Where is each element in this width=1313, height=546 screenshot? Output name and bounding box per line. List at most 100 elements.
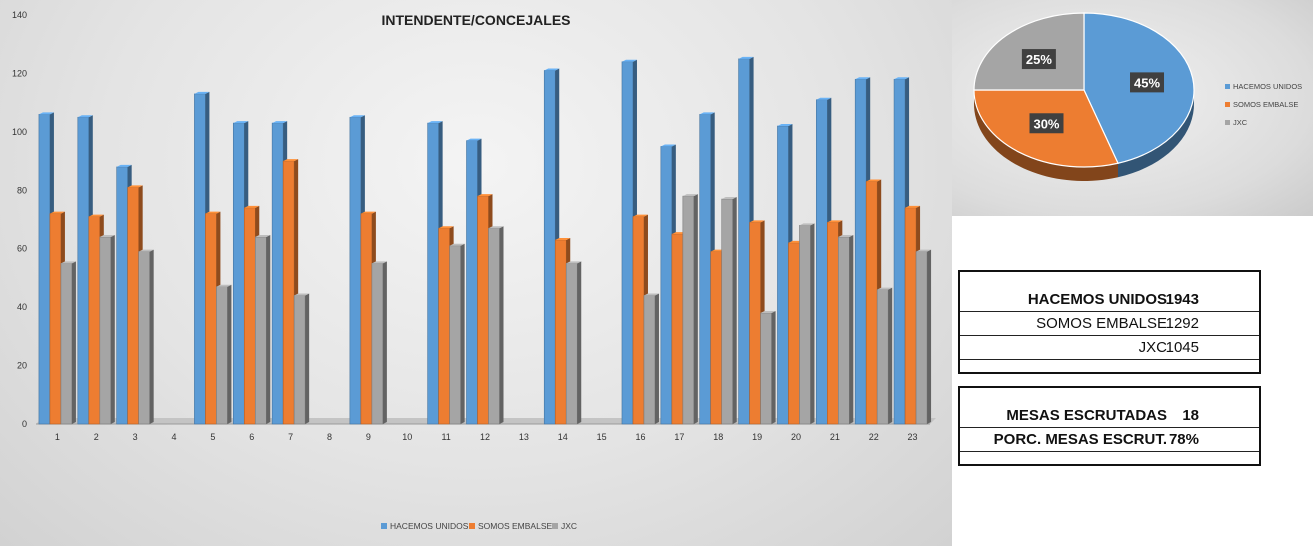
bar-chart-panel: 0 20 40 60 80 100 120 140 INTENDENTE/CONCEJALES 1… <box>0 0 952 546</box>
pie-legend-label: SOMOS EMBALSE <box>1233 100 1298 109</box>
mesas-escrutadas-row: MESAS ESCRUTADAS 18 <box>960 404 1259 428</box>
pie-legend-swatch <box>1225 84 1230 89</box>
x-tick-label: 11 <box>441 432 450 442</box>
x-tick-label: 17 <box>674 432 684 442</box>
totals-label: HACEMOS UNIDOS <box>1027 291 1167 308</box>
totals-label: SOMOS EMBALSE <box>1036 315 1167 332</box>
bar-side <box>771 310 776 424</box>
y-tick-label: 20 <box>17 361 27 371</box>
bar-top <box>438 226 454 229</box>
bar-front <box>38 114 51 425</box>
bar-front <box>565 263 578 425</box>
bar-jxc <box>838 235 854 425</box>
bar-jxc <box>293 293 310 425</box>
bar-front <box>293 295 306 425</box>
x-tick-label: 4 <box>172 432 177 442</box>
bar-front <box>427 122 439 425</box>
totals-row-somos: SOMOS EMBALSE 1292 <box>960 312 1259 336</box>
totals-value: 1943 <box>1165 291 1199 308</box>
pie-slice-side <box>1117 88 1194 178</box>
bar-front <box>488 227 500 425</box>
bar-front <box>827 222 839 425</box>
bar-top <box>49 211 65 214</box>
pie-label-bg <box>1029 113 1064 134</box>
bar-top <box>866 179 882 182</box>
bar-jxc <box>876 287 893 425</box>
bar-top <box>660 144 676 147</box>
bar-front <box>449 245 461 425</box>
bar-top <box>255 235 271 238</box>
bar-jxc <box>254 235 271 425</box>
bar-side <box>499 226 504 424</box>
bar-front <box>749 222 761 425</box>
bar-side <box>849 235 854 424</box>
totals-value: 1045 <box>1165 339 1199 356</box>
bar-front <box>671 233 684 425</box>
bar-front <box>466 140 478 425</box>
bar-side <box>927 249 932 424</box>
bar-front <box>682 195 695 425</box>
bar-top <box>621 59 637 62</box>
pie-value-label: 30% <box>1029 113 1064 134</box>
bar-top <box>566 261 582 264</box>
bar-front <box>194 93 206 425</box>
bar-top <box>632 214 648 217</box>
bar-side <box>110 235 115 424</box>
pie-legend-label: JXC <box>1233 118 1248 127</box>
bar-jxc <box>488 226 504 425</box>
bar-front <box>554 239 567 425</box>
bar-front <box>621 61 634 425</box>
bar-top <box>894 77 910 80</box>
bar-top <box>799 223 815 226</box>
legend-swatch <box>381 523 387 529</box>
bar-jxc <box>682 194 698 425</box>
pie-chart: 45% 30% 25% HACEMOS UNIDOS SOMOS EMBALSE JXC <box>973 12 1302 181</box>
x-tick-label: 13 <box>519 432 529 442</box>
bar-side <box>577 261 582 424</box>
bar-front <box>816 99 828 425</box>
legend-label: HACEMOS UNIDOS <box>390 521 469 531</box>
bar-top <box>427 121 443 124</box>
x-tick-label: 20 <box>791 432 801 442</box>
bar-top <box>544 68 560 71</box>
bar-top <box>916 249 932 252</box>
bar-top <box>88 214 104 217</box>
bar-front <box>438 227 450 425</box>
pie-legend-swatch <box>1225 102 1230 107</box>
bar-front <box>777 125 789 425</box>
bar-front <box>205 213 217 425</box>
bar-front <box>127 187 139 425</box>
bar-front <box>216 286 228 425</box>
x-tick-label: 15 <box>597 432 607 442</box>
bar-side <box>382 261 387 424</box>
bar-top <box>643 293 659 296</box>
bar-top <box>838 235 854 238</box>
bar-top <box>349 115 365 118</box>
bar-jxc <box>643 293 659 425</box>
bar-front <box>865 181 878 425</box>
bar-front <box>893 78 906 425</box>
bar-front <box>49 213 62 425</box>
bar-top <box>99 235 115 238</box>
y-tick-label: 100 <box>12 127 27 137</box>
bar-top <box>855 77 871 80</box>
bar-top <box>138 249 154 252</box>
bar-front <box>243 207 256 425</box>
pie-label-bg <box>1021 49 1056 70</box>
bar-top <box>194 91 210 94</box>
bar-top <box>777 124 793 127</box>
bar-jxc <box>99 235 115 425</box>
totals-label: JXC <box>1138 339 1167 356</box>
bar-front <box>232 122 245 425</box>
bar-jxc <box>915 249 932 425</box>
legend-label: JXC <box>561 521 577 531</box>
x-tick-label: 10 <box>402 432 412 442</box>
bar-front <box>838 236 850 425</box>
y-tick-label: 60 <box>17 244 27 254</box>
totals-table: HACEMOS UNIDOS 1943 SOMOS EMBALSE 1292 J… <box>958 270 1261 374</box>
bar-front <box>88 216 101 425</box>
bar-top <box>488 226 504 229</box>
pie-legend-swatch <box>1225 120 1230 125</box>
porc-mesas-value: 78% <box>1168 431 1199 448</box>
